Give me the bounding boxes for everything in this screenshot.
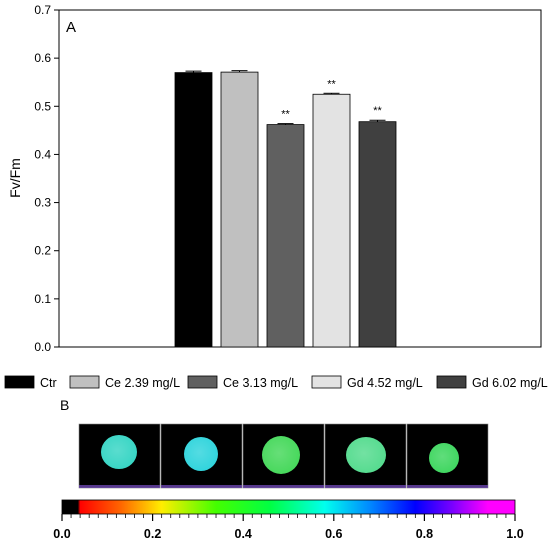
significance-mark: ** (281, 109, 290, 121)
legend-label: Gd 6.02 mg/L (472, 376, 548, 390)
bar (266, 124, 305, 348)
leaf-disc-highlight (101, 435, 137, 469)
legend-swatch (187, 375, 218, 389)
colorbar-tick-label: 0.0 (53, 527, 70, 541)
colorbar (61, 499, 516, 515)
legend-label: Ce 2.39 mg/L (105, 376, 180, 390)
y-tick-label: 0.5 (34, 99, 51, 113)
colorbar-tick-label: 1.0 (506, 527, 523, 541)
image-tile-strip (79, 485, 160, 488)
y-tick-label: 0.1 (34, 292, 51, 306)
legend: Ctr Ce 2.39 mg/L Ce 3.13 mg/L Gd 4.52 mg/L G… (4, 375, 548, 390)
leaf-disc-highlight (346, 437, 386, 473)
leaf-disc-highlight (262, 436, 300, 474)
colorbar-tick-label: 0.4 (235, 527, 252, 541)
fluorescence-images (78, 423, 489, 489)
bar (174, 72, 213, 348)
y-tick-label: 0.6 (34, 51, 51, 65)
leaf-disc-highlight (429, 443, 459, 473)
image-tile-strip (243, 485, 324, 488)
bar (220, 71, 259, 348)
significance-mark: ** (373, 105, 382, 117)
legend-swatch (69, 375, 100, 389)
colorbar-tick-label: 0.2 (144, 527, 161, 541)
bar (358, 121, 397, 348)
colorbar-ticks: 0.0 0.2 0.4 0.6 0.8 1.0 (53, 514, 524, 541)
y-tick-label: 0.4 (34, 147, 51, 161)
bars: ** ** ** (174, 70, 397, 348)
significance-mark: ** (327, 78, 336, 90)
legend-label: Ce 3.13 mg/L (223, 376, 298, 390)
y-tick-label: 0.3 (34, 196, 51, 210)
legend-swatch (4, 375, 35, 389)
panel-label-b: B (60, 397, 69, 413)
image-tile-strip (325, 485, 406, 488)
legend-swatch (311, 375, 342, 389)
colorbar-tick-label: 0.6 (325, 527, 342, 541)
y-axis-ticks: 0.0 0.1 0.2 0.3 0.4 0.5 0.6 0.7 (34, 3, 59, 354)
y-tick-label: 0.0 (34, 340, 51, 354)
legend-label: Gd 4.52 mg/L (347, 376, 423, 390)
y-axis-label: Fv/Fm (7, 158, 23, 198)
y-tick-label: 0.7 (34, 3, 51, 17)
legend-label: Ctr (40, 376, 57, 390)
panel-label-a: A (66, 19, 76, 36)
image-tile-strip (407, 485, 488, 488)
colorbar-tick-label: 0.8 (416, 527, 433, 541)
image-tile-strip (161, 485, 242, 488)
legend-swatch (436, 375, 467, 389)
leaf-disc-highlight (184, 437, 218, 471)
y-tick-label: 0.2 (34, 244, 51, 258)
bar (312, 93, 351, 348)
